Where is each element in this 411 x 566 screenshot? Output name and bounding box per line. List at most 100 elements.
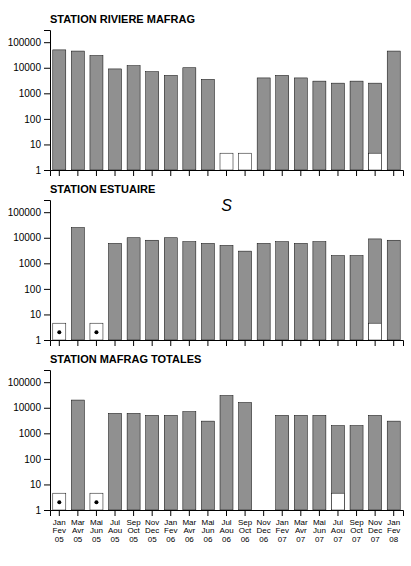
x-tick: MarAvr07 (294, 510, 308, 544)
tick-label: MarAvr07 (294, 518, 308, 545)
bar (127, 413, 140, 510)
y-tick: 1000 (19, 428, 50, 439)
tick-label: MarAvr06 (182, 518, 196, 545)
x-axis (51, 340, 404, 346)
tick-label-line: Sep (126, 518, 141, 527)
tick-label-line: 06 (259, 535, 268, 544)
tick-mark (282, 340, 283, 346)
tick-label-line: 07 (334, 535, 343, 544)
bar (239, 403, 252, 510)
x-axis (51, 170, 404, 176)
tick-mark (189, 510, 190, 516)
tick-label-line: Mar (71, 518, 85, 527)
y-tick: 100 (24, 114, 50, 125)
x-tick (263, 340, 264, 346)
tick-label: JanFev06 (164, 518, 177, 545)
tick-label-line: Mai (313, 518, 326, 527)
bar (164, 415, 177, 510)
bar (369, 415, 382, 510)
tick-label-line: Aou (331, 526, 345, 535)
bar (164, 238, 177, 340)
tick-mark (44, 263, 50, 264)
y-tick: 1 (35, 505, 50, 516)
panel: 110100100010000100000JanFev05MarAvr05Mai… (8, 353, 404, 544)
x-tick (226, 340, 227, 346)
tick-mark (152, 510, 153, 516)
bar (109, 243, 122, 340)
x-tick (152, 340, 153, 346)
tick-label: 1 (35, 335, 41, 346)
axis-line (44, 31, 51, 171)
tick-label: JanFev05 (53, 518, 66, 545)
bar (331, 256, 344, 340)
tick-label-line: Fev (53, 526, 66, 535)
tick-label: MaiJun06 (201, 518, 214, 545)
tick-mark (393, 170, 394, 176)
tick-label-line: 06 (185, 535, 194, 544)
tick-mark (207, 340, 208, 346)
tick-mark (152, 170, 153, 176)
tick-mark (77, 170, 78, 176)
tick-label: MaiJun07 (313, 518, 326, 545)
tick-label-line: Jul (221, 518, 231, 527)
tick-mark (59, 340, 60, 346)
not-sampled-box (90, 323, 103, 340)
bar (387, 240, 400, 340)
marks (53, 50, 400, 170)
tick-mark (375, 510, 376, 516)
tick-label-line: Fev (164, 526, 177, 535)
x-tick: NovDec06 (257, 510, 271, 544)
axis-line (51, 171, 404, 177)
x-tick (245, 170, 246, 176)
tick-label-line: Avr (295, 526, 307, 535)
tick-label-line: Dec (257, 526, 271, 535)
bar (276, 75, 289, 170)
tick-label: 100 (24, 284, 41, 295)
tick-label-line: 05 (92, 535, 101, 544)
tick-mark (44, 68, 50, 69)
tick-mark (393, 510, 394, 516)
tick-label-line: Sep (349, 518, 364, 527)
tick-label-line: 07 (352, 535, 361, 544)
tick-mark (44, 93, 50, 94)
x-tick (170, 340, 171, 346)
bar (313, 81, 326, 170)
tick-label-line: Jan (387, 518, 400, 527)
x-tick (282, 170, 283, 176)
tick-label-line: Fev (276, 526, 289, 535)
y-tick: 10000 (13, 62, 50, 73)
tick-mark (245, 170, 246, 176)
tick-mark (44, 238, 50, 239)
no-sample-dot (94, 500, 98, 504)
tick-label: 100 (24, 114, 41, 125)
x-tick (207, 340, 208, 346)
tick-mark (44, 484, 50, 485)
y-tick: 100000 (8, 207, 50, 218)
bar (220, 396, 233, 510)
tick-label: 10000 (13, 62, 41, 73)
bar (257, 243, 270, 340)
y-tick: 1 (35, 165, 50, 176)
tick-mark (263, 170, 264, 176)
tick-mark (300, 510, 301, 516)
bar (387, 51, 400, 170)
tick-mark (189, 170, 190, 176)
tick-mark (44, 459, 50, 460)
axis-line (44, 201, 51, 341)
tick-mark (44, 510, 50, 511)
bar (183, 412, 196, 510)
tick-mark (152, 340, 153, 346)
not-sampled-box (90, 493, 103, 510)
x-tick: MarAvr06 (182, 510, 196, 544)
tick-label-line: 05 (148, 535, 157, 544)
tick-mark (226, 170, 227, 176)
y-tick: 1000 (19, 258, 50, 269)
y-tick: 1 (35, 335, 50, 346)
tick-label-line: Jan (164, 518, 177, 527)
bar (164, 75, 177, 170)
tick-label-line: Aou (108, 526, 122, 535)
y-tick: 10000 (13, 232, 50, 243)
tick-label-line: Dec (145, 526, 159, 535)
x-tick: MaiJun07 (313, 510, 326, 544)
bar (127, 238, 140, 340)
